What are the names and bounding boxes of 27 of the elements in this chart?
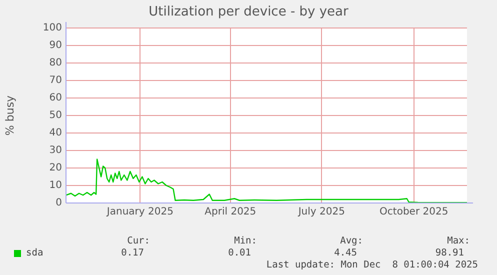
chart-title: Utilization per device - by year	[148, 4, 350, 20]
text: Cur:	[127, 235, 150, 246]
x-tick-label: October 2025	[380, 206, 448, 218]
y-tick-label: 30	[49, 145, 62, 156]
y-tick-label: 60	[49, 92, 62, 104]
text: 4.45	[334, 247, 357, 258]
y-tick-label: 10	[49, 180, 62, 192]
y-tick-label: 50	[49, 110, 62, 122]
x-tick-label: July 2025	[297, 206, 345, 218]
y-axis-title: % busy	[3, 94, 16, 136]
text: Avg:	[340, 235, 363, 246]
y-tick-label: 90	[49, 40, 62, 52]
text: Min:	[234, 235, 257, 246]
y-tick-label: 40	[49, 128, 62, 139]
x-tick-label: January 2025	[106, 206, 174, 218]
text: 0.01	[228, 247, 252, 258]
y-tick-label: 80	[49, 58, 62, 69]
text: 98.91	[435, 247, 464, 258]
text: 0.17	[121, 247, 144, 258]
y-tick-label: 20	[49, 162, 62, 174]
x-tick-label: April 2025	[204, 206, 256, 218]
y-tick-label: 70	[49, 75, 62, 86]
text: Max:	[447, 235, 470, 246]
legend-label: sda	[26, 247, 44, 258]
y-tick-label: 0	[56, 198, 62, 209]
text: Last update: Mon Dec 8 01:00:04 2025	[266, 259, 478, 270]
y-tick-label: 100	[42, 22, 62, 34]
